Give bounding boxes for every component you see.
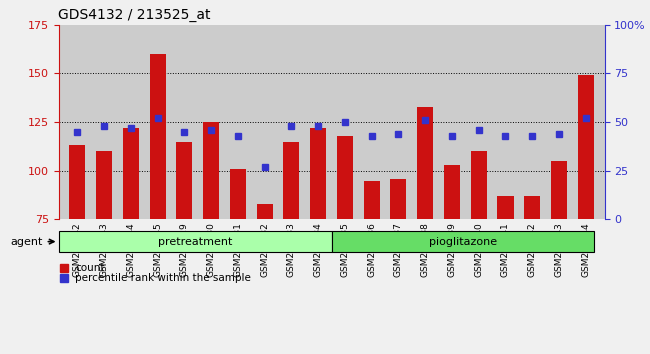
Bar [96, 151, 112, 219]
Bar [524, 196, 540, 219]
Text: count: count [75, 263, 105, 273]
Text: GDS4132 / 213525_at: GDS4132 / 213525_at [58, 8, 211, 22]
Bar [310, 128, 326, 219]
Bar [257, 204, 272, 219]
Bar [391, 178, 406, 219]
Bar [363, 181, 380, 219]
Bar [230, 169, 246, 219]
Bar [150, 54, 166, 219]
Bar [176, 142, 192, 219]
Bar [471, 151, 487, 219]
FancyBboxPatch shape [58, 231, 332, 252]
Bar [69, 145, 85, 219]
Text: pretreatment: pretreatment [158, 236, 232, 247]
FancyBboxPatch shape [332, 231, 594, 252]
Bar [551, 161, 567, 219]
Bar [444, 165, 460, 219]
Bar [497, 196, 514, 219]
Text: pioglitazone: pioglitazone [428, 236, 497, 247]
Text: agent: agent [10, 236, 54, 247]
Bar [203, 122, 219, 219]
Bar [578, 75, 594, 219]
Bar [283, 142, 300, 219]
Bar [337, 136, 353, 219]
Bar [417, 107, 433, 219]
Bar [123, 128, 139, 219]
Text: percentile rank within the sample: percentile rank within the sample [75, 273, 251, 283]
